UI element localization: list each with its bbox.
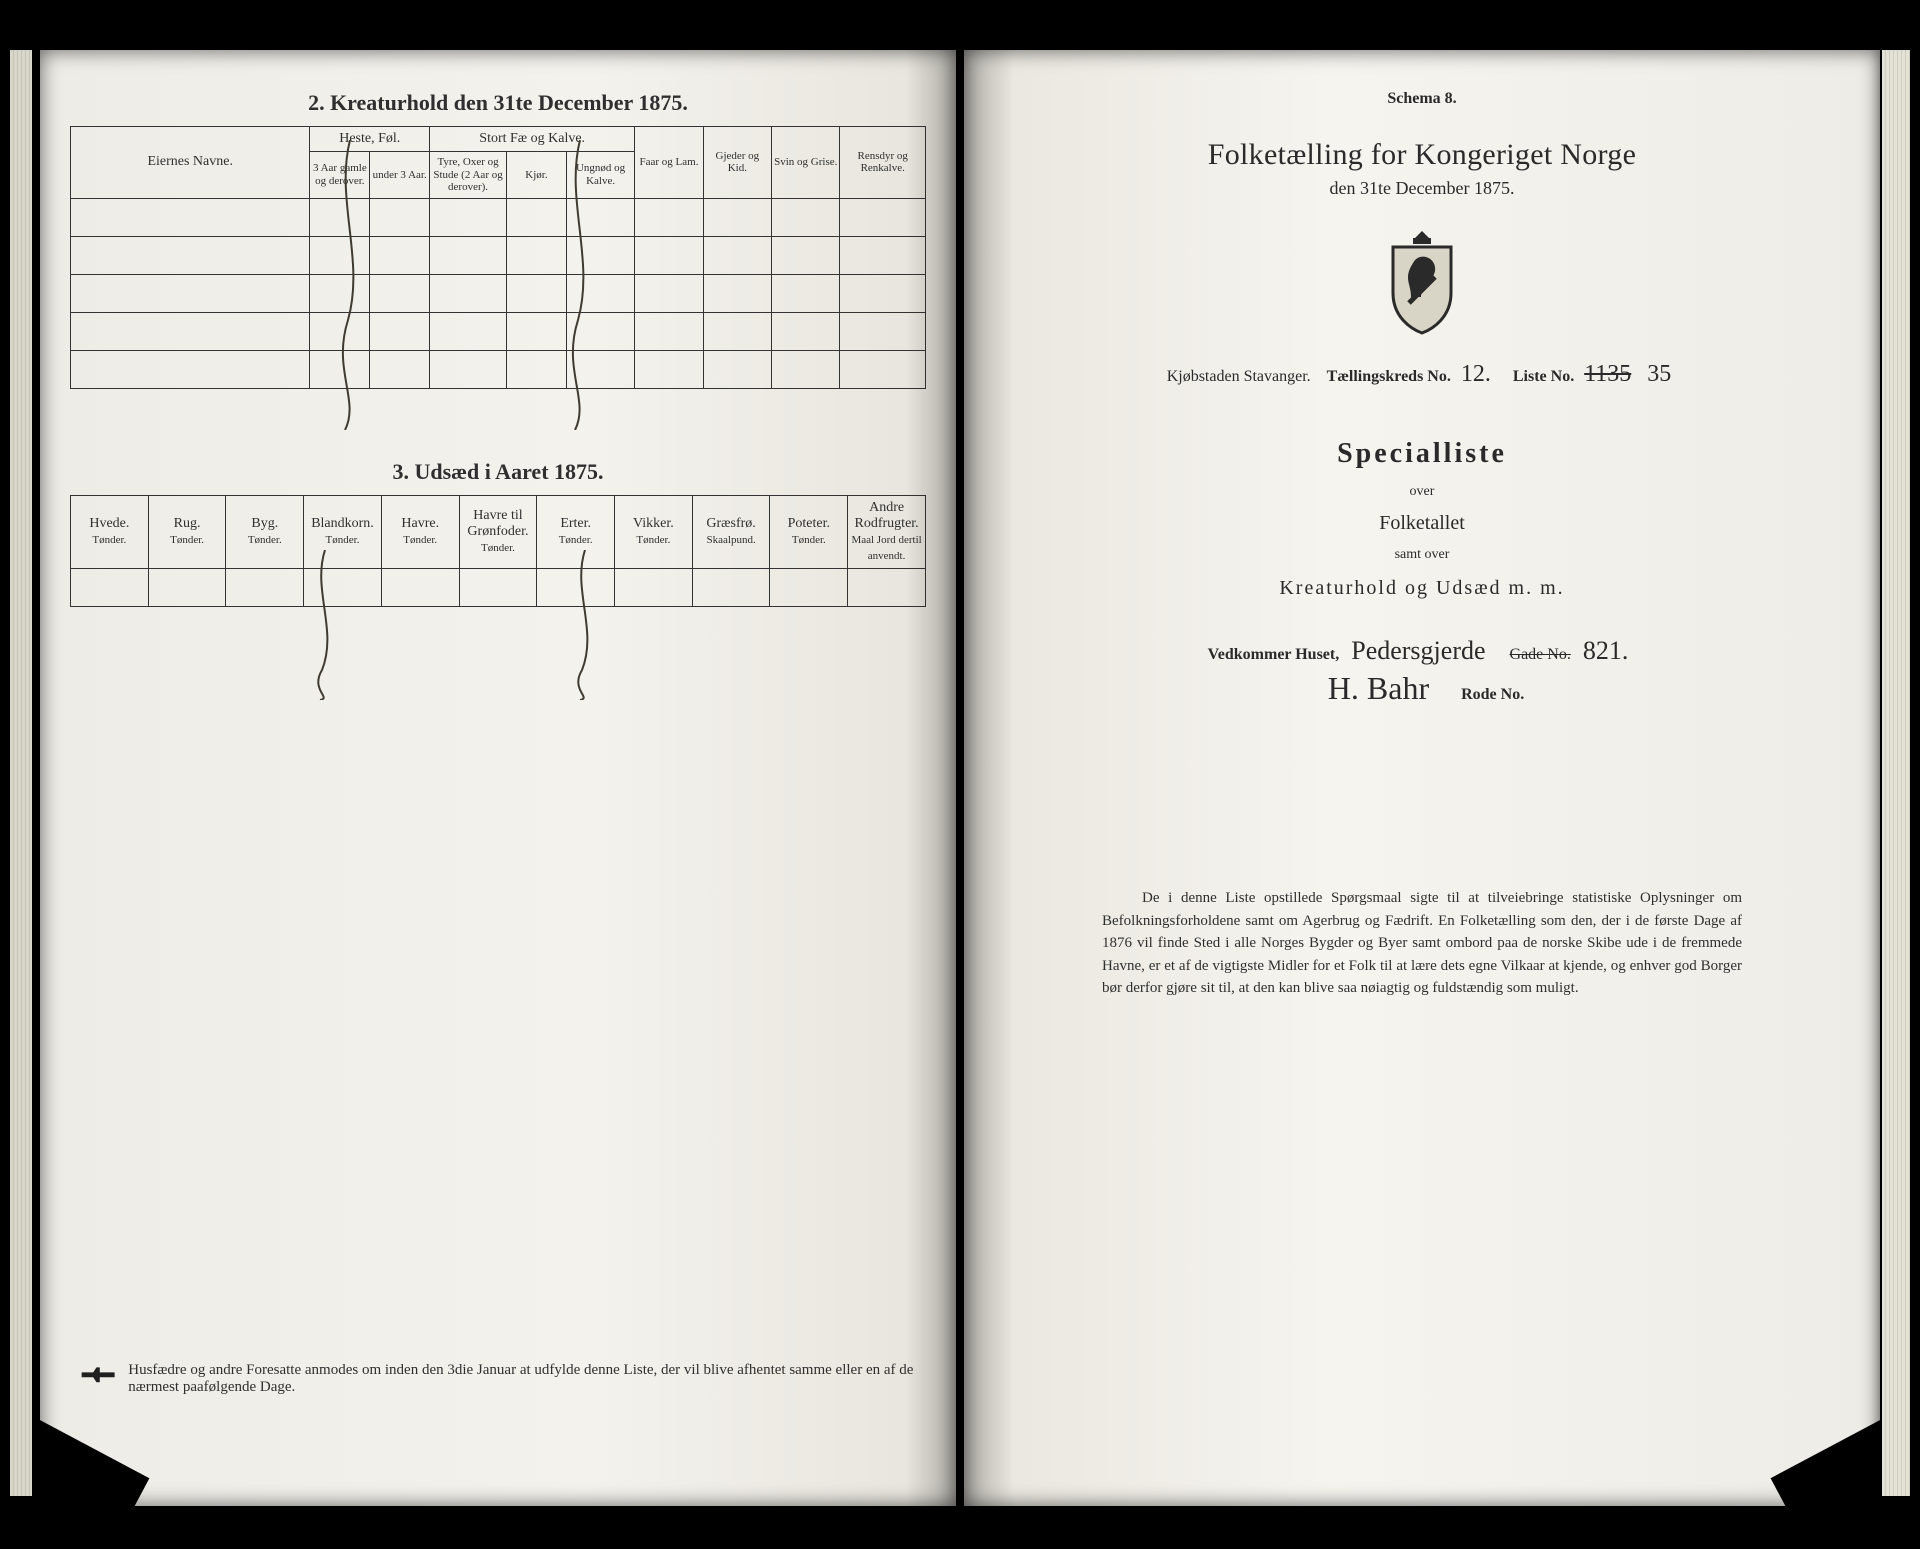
liste-value: 35 <box>1641 361 1677 388</box>
col-cattle-b: Kjør. <box>507 152 567 199</box>
folketallet-label: Folketallet <box>1102 512 1742 535</box>
col-horses: Heste, Føl. <box>310 127 430 152</box>
section3-title: 3. Udsæd i Aaret 1875. <box>70 459 926 485</box>
col-grass: Græsfrø.Skaalpund. <box>692 495 770 568</box>
census-title: Folketælling for Kongeriget Norge <box>1102 138 1742 172</box>
table-row <box>71 236 926 274</box>
liste-strike: 1135 <box>1578 361 1637 388</box>
footnote-text: Husfædre og andre Foresatte anmodes om i… <box>128 1362 916 1396</box>
col-sheep: Faar og Lam. <box>635 127 703 199</box>
col-potatoes: Poteter.Tønder. <box>770 495 848 568</box>
schema-label: Schema 8. <box>1102 90 1742 108</box>
right-page: Schema 8. Folketælling for Kongeriget No… <box>964 50 1880 1506</box>
table-row <box>71 568 926 606</box>
col-cattle: Stort Fæ og Kalve. <box>430 127 635 152</box>
col-pigs: Svin og Grise. <box>772 127 840 199</box>
col-reindeer: Rensdyr og Renkalve. <box>840 127 926 199</box>
table-row <box>71 274 926 312</box>
col-roots: Andre Rodfrugter.Maal Jord dertil anvend… <box>848 495 926 568</box>
col-horses-a: 3 Aar gamle og derover. <box>310 152 370 199</box>
footnote: Husfædre og andre Foresatte anmodes om i… <box>80 1362 916 1396</box>
kreatur-label: Kreaturhold og Udsæd m. m. <box>1102 577 1742 600</box>
city-label: Kjøbstaden Stavanger. <box>1167 368 1311 385</box>
kreatur-table: Eiernes Navne. Heste, Føl. Stort Fæ og K… <box>70 126 926 389</box>
bottom-paragraph: De i denne Liste opstillede Spørgsmaal s… <box>1102 887 1742 1000</box>
gade-no: 821. <box>1575 636 1637 665</box>
col-barley: Byg.Tønder. <box>226 495 304 568</box>
house-line-2: H. Bahr Rode No. <box>1102 670 1742 707</box>
book-spread: 2. Kreaturhold den 31te December 1875. E… <box>40 50 1880 1506</box>
samt-label: samt over <box>1102 547 1742 563</box>
section2-title: 2. Kreaturhold den 31te December 1875. <box>70 90 926 116</box>
udsaed-table: Hvede.Tønder. Rug.Tønder. Byg.Tønder. Bl… <box>70 495 926 607</box>
house-line-1: Vedkommer Huset, Pedersgjerde Gade No. 8… <box>1102 636 1742 666</box>
kreds-value: 12. <box>1455 361 1497 388</box>
page-edge-right <box>1882 50 1910 1496</box>
table-row <box>71 350 926 388</box>
left-page: 2. Kreaturhold den 31te December 1875. E… <box>40 50 956 1506</box>
col-mixed: Blandkorn.Tønder. <box>304 495 382 568</box>
col-goats: Gjeder og Kid. <box>703 127 771 199</box>
col-oats: Havre.Tønder. <box>381 495 459 568</box>
census-subtitle: den 31te December 1875. <box>1102 178 1742 199</box>
col-owner: Eiernes Navne. <box>71 127 310 199</box>
col-oats-fodder: Havre til Grønfoder.Tønder. <box>459 495 537 568</box>
table-row <box>71 312 926 350</box>
pointing-hand-icon <box>80 1362 116 1386</box>
col-peas: Erter.Tønder. <box>537 495 615 568</box>
col-vetch: Vikker.Tønder. <box>615 495 693 568</box>
meta-line: Kjøbstaden Stavanger. Tællingskreds No. … <box>1102 361 1742 388</box>
signature: H. Bahr <box>1320 670 1437 706</box>
house-name: Pedersgjerde <box>1343 636 1493 665</box>
col-cattle-c: Ungnød og Kalve. <box>566 152 634 199</box>
col-wheat: Hvede.Tønder. <box>71 495 149 568</box>
page-edge-left <box>10 50 32 1496</box>
over-label: over <box>1102 484 1742 500</box>
liste-label: Liste No. <box>1513 368 1574 385</box>
table-row <box>71 198 926 236</box>
col-cattle-a: Tyre, Oxer og Stude (2 Aar og derover). <box>430 152 507 199</box>
col-horses-b: under 3 Aar. <box>370 152 430 199</box>
coat-of-arms-icon <box>1379 225 1465 335</box>
kreds-label: Tællingskreds No. <box>1327 368 1451 385</box>
col-rye: Rug.Tønder. <box>148 495 226 568</box>
specialliste-heading: Specialliste <box>1102 438 1742 470</box>
